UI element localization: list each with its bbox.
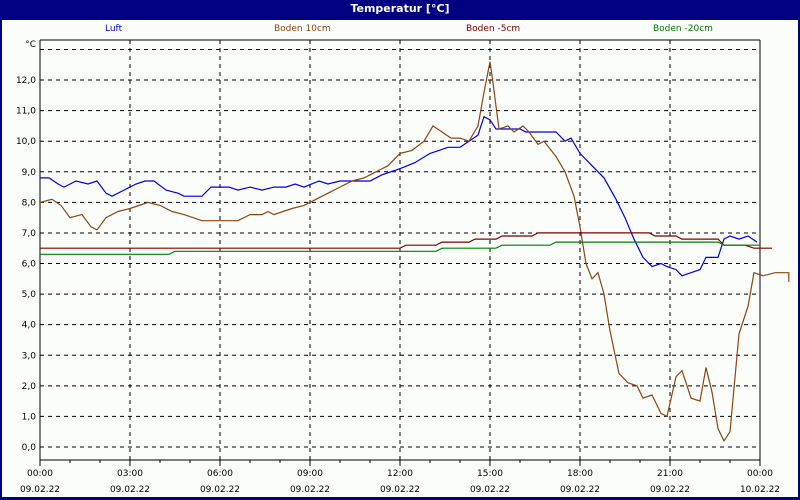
legend-luft: Luft bbox=[105, 24, 123, 34]
x-tick-time: 15:00 bbox=[477, 469, 503, 479]
legend-boden-5cm: Boden -5cm bbox=[466, 24, 521, 34]
y-tick-label: 5,0 bbox=[22, 290, 37, 300]
series-line-boden-10cm bbox=[39, 61, 790, 443]
x-tick-time: 18:00 bbox=[567, 469, 593, 479]
y-tick-label: 12,0 bbox=[16, 76, 36, 86]
y-tick-label: 8,0 bbox=[22, 198, 37, 208]
y-tick-label: 6,0 bbox=[22, 260, 37, 270]
legend-boden-20cm: Boden -20cm bbox=[653, 24, 713, 34]
x-tick-time: 21:00 bbox=[657, 469, 683, 479]
y-tick-label: 9,0 bbox=[22, 168, 37, 178]
x-tick-date: 09.02.22 bbox=[650, 485, 690, 495]
x-tick-date: 10.02.22 bbox=[740, 485, 780, 495]
x-tick-time: 00:00 bbox=[747, 469, 773, 479]
x-tick-date: 09.02.22 bbox=[200, 485, 240, 495]
legend-boden-10cm: Boden 10cm bbox=[274, 24, 331, 34]
x-tick-date: 09.02.22 bbox=[470, 485, 510, 495]
y-tick-label: 3,0 bbox=[22, 351, 37, 361]
y-tick-label: 1,0 bbox=[22, 412, 37, 422]
window-frame-bottom bbox=[0, 497, 800, 500]
series-line-boden-20cm bbox=[40, 241, 760, 255]
y-tick-label: 7,0 bbox=[22, 229, 37, 239]
window-title: Temperatur [°C] bbox=[0, 0, 800, 20]
x-tick-date: 09.02.22 bbox=[560, 485, 600, 495]
x-tick-date: 09.02.22 bbox=[20, 485, 60, 495]
y-tick-label: 2,0 bbox=[22, 382, 37, 392]
series-line-luft bbox=[40, 115, 758, 277]
x-tick-time: 12:00 bbox=[387, 469, 413, 479]
y-tick-label: 11,0 bbox=[16, 107, 36, 117]
x-tick-time: 09:00 bbox=[297, 469, 323, 479]
y-tick-label: 0,0 bbox=[22, 443, 37, 453]
y-axis-unit: °C bbox=[25, 40, 36, 50]
x-tick-time: 03:00 bbox=[117, 469, 143, 479]
x-tick-date: 09.02.22 bbox=[110, 485, 150, 495]
x-tick-time: 06:00 bbox=[207, 469, 233, 479]
x-tick-time: 00:00 bbox=[27, 469, 53, 479]
window-frame-right bbox=[798, 20, 800, 500]
window-frame-left bbox=[0, 20, 2, 500]
x-tick-date: 09.02.22 bbox=[290, 485, 330, 495]
x-tick-date: 09.02.22 bbox=[380, 485, 420, 495]
y-tick-label: 10,0 bbox=[16, 137, 36, 147]
y-tick-label: 4,0 bbox=[22, 321, 37, 331]
